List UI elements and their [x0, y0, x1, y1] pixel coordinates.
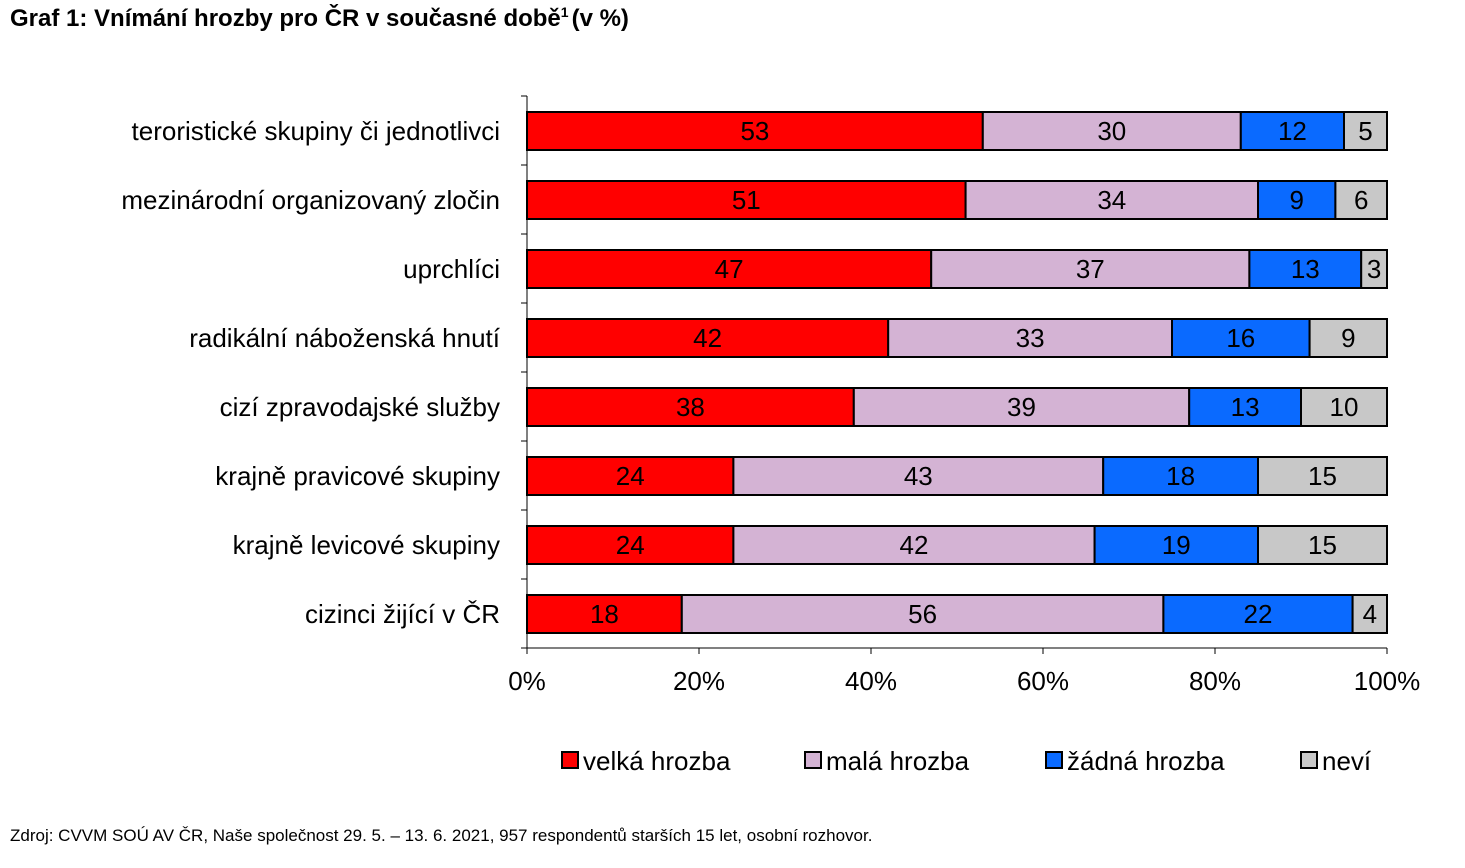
- data-label: 15: [1308, 461, 1337, 491]
- x-tick-label: 80%: [1189, 666, 1241, 696]
- bar-segment: [1257, 180, 1337, 220]
- bar-segment: [732, 456, 1105, 496]
- category-label: teroristické skupiny či jednotlivci: [132, 116, 500, 146]
- bar-segment: [526, 594, 683, 634]
- data-label: 33: [1016, 323, 1045, 353]
- bar-segment: [1360, 249, 1388, 289]
- bar-segment: [1351, 594, 1388, 634]
- category-label: krajně pravicové skupiny: [215, 461, 500, 491]
- data-label: 42: [693, 323, 722, 353]
- bar-segment: [981, 111, 1242, 151]
- data-label: 6: [1354, 185, 1368, 215]
- data-label: 9: [1341, 323, 1355, 353]
- data-label: 18: [1166, 461, 1195, 491]
- data-label: 24: [616, 530, 645, 560]
- legend-label: velká hrozba: [583, 746, 731, 776]
- bar-segment: [1093, 525, 1259, 565]
- data-label: 51: [732, 185, 761, 215]
- bar-segment: [526, 525, 735, 565]
- chart-title-main: Graf 1: Vnímání hrozby pro ČR v současné…: [10, 5, 561, 32]
- legend-label: malá hrozba: [826, 746, 970, 776]
- bar-segment: [1257, 456, 1388, 496]
- data-label: 19: [1162, 530, 1191, 560]
- bar-segment: [526, 318, 890, 358]
- bar-segment: [1334, 180, 1389, 220]
- data-label: 3: [1367, 254, 1381, 284]
- data-label: 42: [900, 530, 929, 560]
- chart-title: Graf 1: Vnímání hrozby pro ČR v současné…: [10, 4, 629, 33]
- legend-label: neví: [1322, 746, 1372, 776]
- data-label: 56: [908, 599, 937, 629]
- chart-title-footnote-mark: 1: [560, 4, 569, 20]
- source-note: Zdroj: CVVM SOÚ AV ČR, Naše společnost 2…: [10, 826, 873, 845]
- category-label: krajně levicové skupiny: [233, 530, 500, 560]
- data-label: 39: [1007, 392, 1036, 422]
- x-tick-label: 60%: [1017, 666, 1069, 696]
- x-tick-label: 0%: [508, 666, 546, 696]
- category-label: cizinci žijící v ČR: [305, 599, 500, 629]
- x-tick-label: 20%: [673, 666, 725, 696]
- data-label: 53: [740, 116, 769, 146]
- data-label: 22: [1244, 599, 1273, 629]
- data-label: 37: [1076, 254, 1105, 284]
- bar-segment: [964, 180, 1259, 220]
- data-label: 15: [1308, 530, 1337, 560]
- data-label: 10: [1330, 392, 1359, 422]
- bar-segment: [930, 249, 1251, 289]
- legend-label: žádná hrozba: [1067, 746, 1225, 776]
- data-label: 5: [1358, 116, 1372, 146]
- legend-swatch: [1300, 751, 1318, 769]
- bar-segment: [1257, 525, 1388, 565]
- data-label: 34: [1097, 185, 1126, 215]
- data-label: 16: [1226, 323, 1255, 353]
- bar-segment: [1300, 387, 1388, 427]
- data-label: 13: [1291, 254, 1320, 284]
- category-label: cizí zpravodajské služby: [220, 392, 500, 422]
- bar-segment: [1239, 111, 1346, 151]
- bar-segment: [887, 318, 1173, 358]
- category-label: uprchlíci: [403, 254, 500, 284]
- bar-segment: [526, 249, 933, 289]
- bar-segment: [526, 180, 967, 220]
- data-label: 47: [715, 254, 744, 284]
- data-label: 38: [676, 392, 705, 422]
- data-label: 9: [1289, 185, 1303, 215]
- legend-swatch: [1045, 751, 1063, 769]
- bar-segment: [1343, 111, 1388, 151]
- data-label: 12: [1278, 116, 1307, 146]
- data-label: 30: [1097, 116, 1126, 146]
- data-label: 24: [616, 461, 645, 491]
- x-tick-label: 100%: [1354, 666, 1421, 696]
- stacked-bar-chart: 0% 20% 40% 60% 80% 100% teroristické skupiny č…: [121, 95, 1421, 776]
- chart-title-suffix: (v %): [571, 5, 629, 32]
- bar-segment: [1102, 456, 1259, 496]
- data-label: 18: [590, 599, 619, 629]
- bar-segment: [1308, 318, 1388, 358]
- bar-segment: [1162, 594, 1354, 634]
- legend-swatch: [804, 751, 822, 769]
- category-label: radikální náboženská hnutí: [189, 323, 501, 353]
- data-label: 43: [904, 461, 933, 491]
- bar-segment: [1188, 387, 1302, 427]
- bar-segment: [732, 525, 1096, 565]
- data-label: 4: [1363, 599, 1377, 629]
- data-label: 13: [1231, 392, 1260, 422]
- x-tick-label: 40%: [845, 666, 897, 696]
- bar-segment: [526, 111, 984, 151]
- legend-swatch: [561, 751, 579, 769]
- category-label: mezinárodní organizovaný zločin: [121, 185, 500, 215]
